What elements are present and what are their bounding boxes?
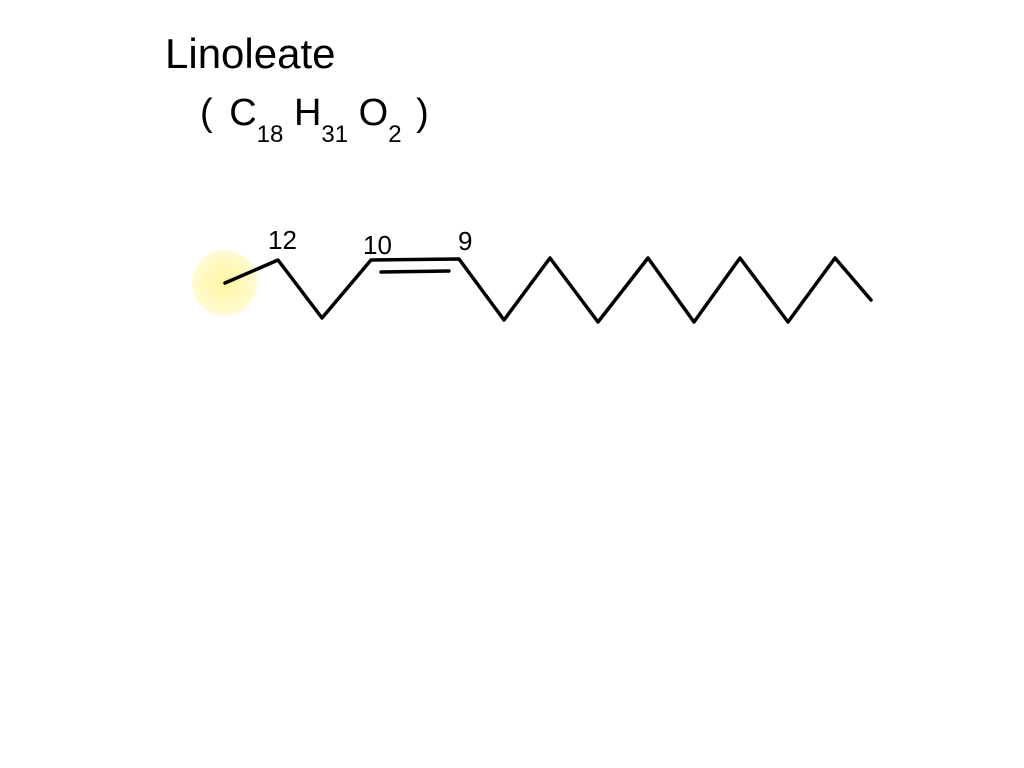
molecule-structure: [0, 0, 1024, 768]
double-bond: [381, 271, 449, 272]
carbon-chain: [225, 258, 871, 322]
